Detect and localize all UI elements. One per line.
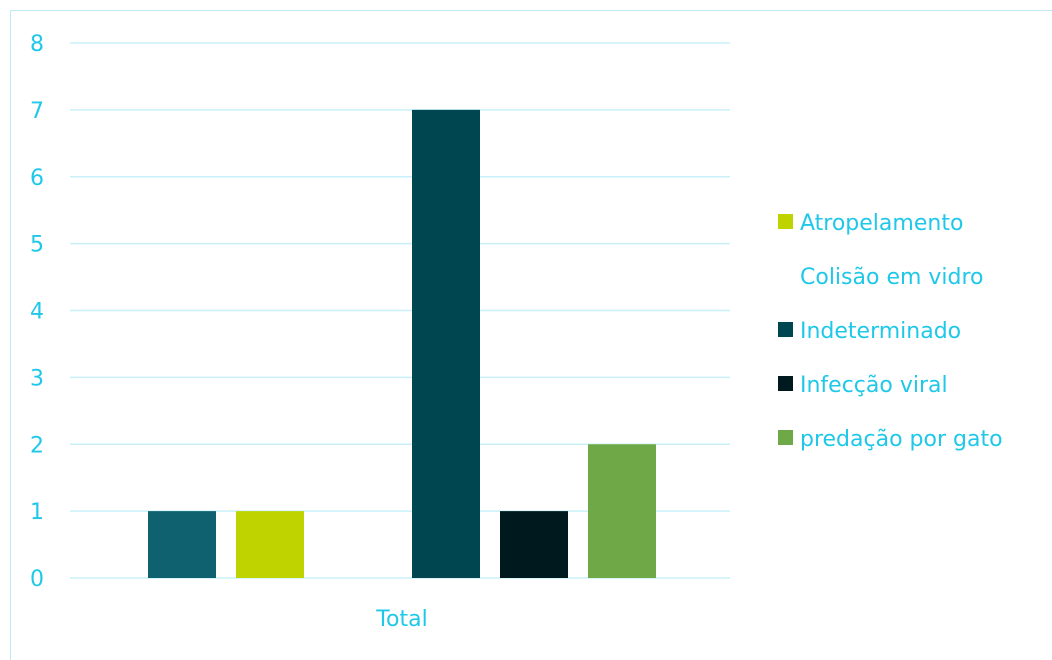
y-tick-label: 4 [30,300,44,325]
bar-series-1 [148,511,216,578]
y-tick-label: 1 [30,500,44,525]
x-axis-ticks: Total [375,607,427,632]
legend-swatch-atropelamento [778,214,793,229]
legend-label-preda-o-por-gato: predação por gato [800,427,1003,452]
legend-swatch-infec-o-viral [778,376,793,391]
grid-lines [70,42,730,579]
y-tick-label: 5 [30,233,44,258]
y-axis-ticks: 0 1 2 3 4 5 6 7 8 [30,32,44,592]
bar-chart: 0 1 2 3 4 5 6 7 8 Total Atropelamento Colisão em … [30,32,1003,632]
bar-indeterminado [412,109,480,578]
y-tick-label: 7 [30,99,44,124]
chart-frame [10,10,1052,660]
legend-label-atropelamento: Atropelamento [800,211,963,236]
bar-preda-o-por-gato [588,444,656,578]
legend-swatch-preda-o-por-gato [778,430,793,445]
legend-swatch-indeterminado [778,322,793,337]
bar-atropelamento [236,511,304,578]
y-tick-label: 6 [30,166,44,191]
legend-label-colis-o-em-vidro: Colisão em vidro [800,265,984,290]
x-tick-label: Total [375,607,427,632]
legend-swatch-colis-o-em-vidro [778,268,793,283]
legend-label-indeterminado: Indeterminado [800,319,961,344]
y-tick-label: 3 [30,366,44,391]
legend: Atropelamento Colisão em vidro Indetermina… [778,211,1003,452]
legend-label-infec-o-viral: Infecção viral [800,373,948,398]
y-tick-label: 8 [30,32,44,57]
bars [148,109,656,578]
y-tick-label: 0 [30,567,44,592]
y-tick-label: 2 [30,433,44,458]
bar-infec-o-viral [500,511,568,578]
